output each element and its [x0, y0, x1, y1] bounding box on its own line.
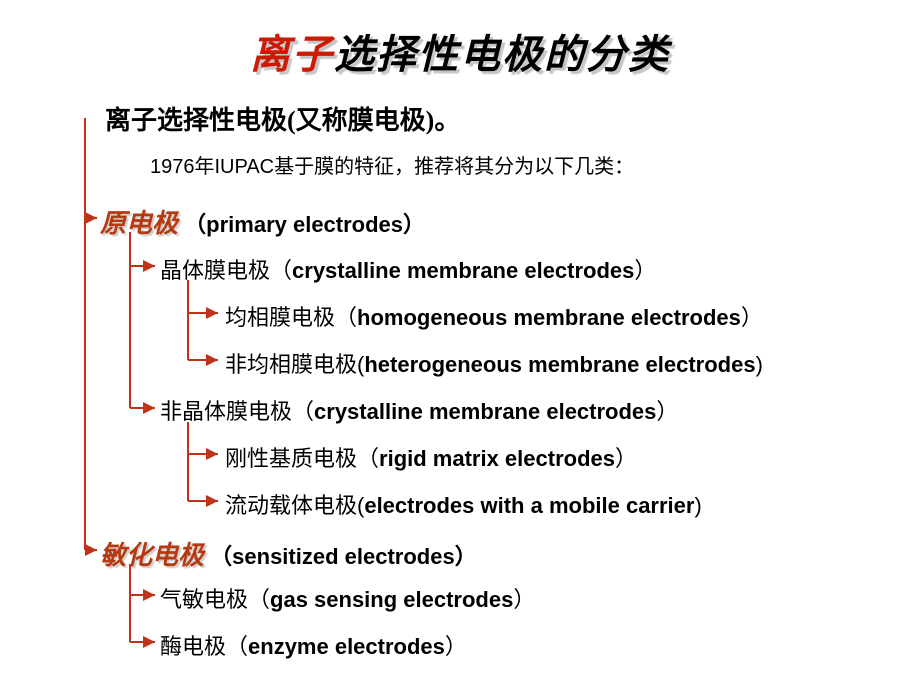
gas-suffix: ） [513, 587, 535, 612]
title-red: 离子 [250, 32, 334, 77]
item-noncrystalline: 非晶体膜电极（crystalline membrane electrodes） [160, 394, 920, 426]
rigid-en: rigid matrix electrodes [379, 446, 615, 471]
enzyme-cn: 酶电极（ [160, 634, 248, 659]
slide-title: 离子选择性电极的分类 [0, 0, 920, 80]
gas-cn: 气敏电极（ [160, 587, 270, 612]
crystalline-en: crystalline membrane electrodes [292, 258, 634, 283]
heterogeneous-cn: 非均相膜电极( [225, 352, 364, 377]
homogeneous-suffix: ） [741, 305, 763, 330]
item-rigid: 刚性基质电极（rigid matrix electrodes） [225, 441, 920, 473]
crystalline-suffix: ） [634, 258, 656, 283]
item-gas: 气敏电极（gas sensing electrodes） [160, 582, 920, 614]
intro-line1-text: 离子选择性电极(又称膜电极)。 [105, 106, 460, 135]
mobile-en: electrodes with a mobile carrier [364, 493, 694, 518]
item-mobile: 流动载体电极(electrodes with a mobile carrier) [225, 488, 920, 520]
homogeneous-cn: 均相膜电极（ [225, 305, 357, 330]
noncrystalline-suffix: ） [656, 399, 678, 424]
title-black: 选择性电极的分类 [334, 32, 670, 77]
category-sensitized: 敏化电极 （sensitized electrodes） [100, 535, 920, 572]
rigid-suffix: ） [615, 446, 637, 471]
heterogeneous-en: heterogeneous membrane electrodes [364, 352, 755, 377]
primary-paren: （primary electrodes） [184, 212, 425, 237]
primary-cn: 原电极 [100, 209, 178, 238]
category-primary: 原电极 （primary electrodes） [100, 203, 920, 240]
primary-en: primary electrodes [206, 212, 403, 237]
item-heterogeneous: 非均相膜电极(heterogeneous membrane electrodes… [225, 347, 920, 379]
crystalline-cn: 晶体膜电极（ [160, 258, 292, 283]
intro-line2: 1976年IUPAC基于膜的特征，推荐将其分为以下几类： [150, 150, 920, 179]
gas-en: gas sensing electrodes [270, 587, 513, 612]
mobile-suffix: ) [694, 493, 701, 518]
homogeneous-en: homogeneous membrane electrodes [357, 305, 741, 330]
enzyme-suffix: ） [445, 634, 467, 659]
sensitized-paren: （sensitized electrodes） [210, 544, 477, 569]
item-enzyme: 酶电极（enzyme electrodes） [160, 629, 920, 661]
item-homogeneous: 均相膜电极（homogeneous membrane electrodes） [225, 300, 920, 332]
noncrystalline-cn: 非晶体膜电极（ [160, 399, 314, 424]
sensitized-en: sensitized electrodes [232, 544, 455, 569]
mobile-cn: 流动载体电极( [225, 493, 364, 518]
heterogeneous-suffix: ) [756, 352, 763, 377]
noncrystalline-en: crystalline membrane electrodes [314, 399, 656, 424]
item-crystalline: 晶体膜电极（crystalline membrane electrodes） [160, 253, 920, 285]
sensitized-cn: 敏化电极 [100, 541, 204, 570]
enzyme-en: enzyme electrodes [248, 634, 445, 659]
intro-line2-text: 1976年IUPAC基于膜的特征，推荐将其分为以下几类： [150, 156, 634, 178]
rigid-cn: 刚性基质电极（ [225, 446, 379, 471]
intro-line1: 离子选择性电极(又称膜电极)。 [105, 100, 920, 137]
